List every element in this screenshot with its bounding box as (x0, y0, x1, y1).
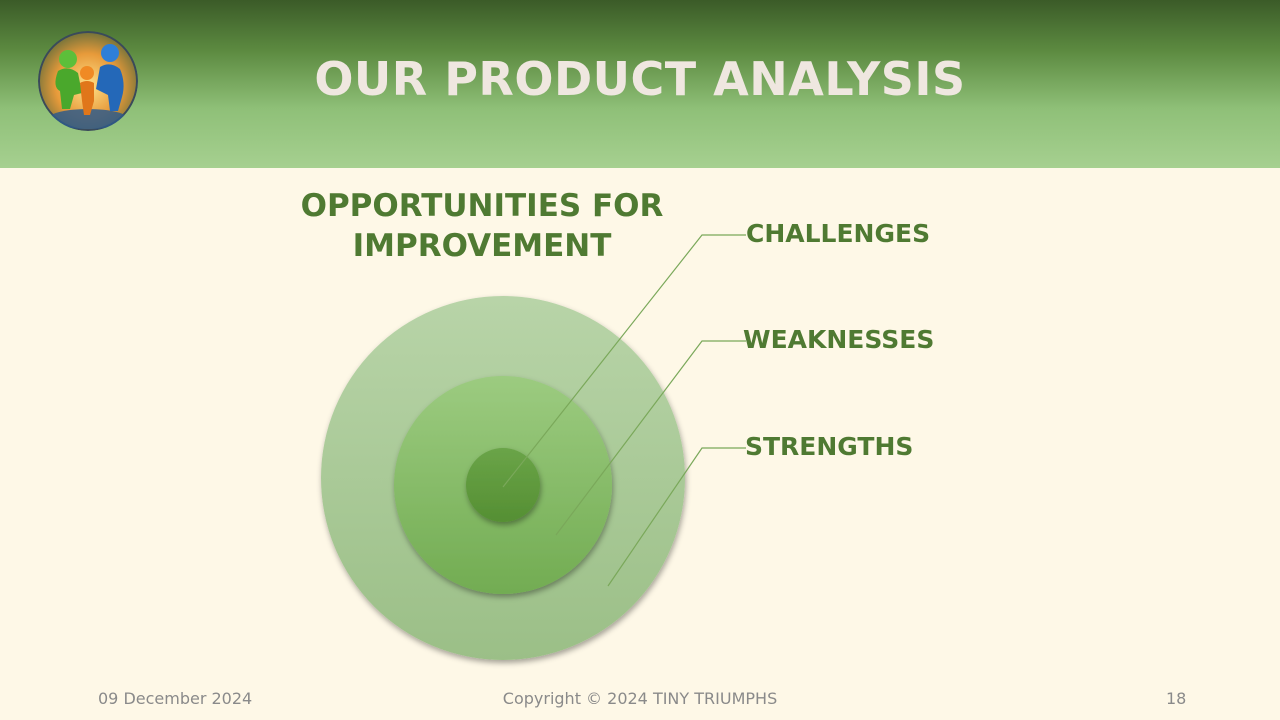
page-number: 18 (1166, 689, 1187, 708)
footer-date: 09 December 2024 (98, 689, 253, 708)
strengths-label: STRENGTHS (745, 432, 914, 461)
weaknesses-label: WEAKNESSES (743, 325, 935, 354)
weaknesses-leader-line (555, 340, 746, 536)
footer-copyright: Copyright © 2024 TINY TRIUMPHS (502, 689, 778, 708)
family-hands-logo-icon (38, 31, 138, 131)
challenges-label: CHALLENGES (746, 219, 931, 248)
challenges-leader-line (502, 234, 746, 488)
strengths-leader-line (607, 447, 746, 587)
section-title: OPPORTUNITIES FOR IMPROVEMENT (300, 188, 664, 264)
inner-ring (466, 448, 540, 522)
header-band (0, 0, 1280, 168)
slide-title: OUR PRODUCT ANALYSIS (314, 52, 966, 106)
